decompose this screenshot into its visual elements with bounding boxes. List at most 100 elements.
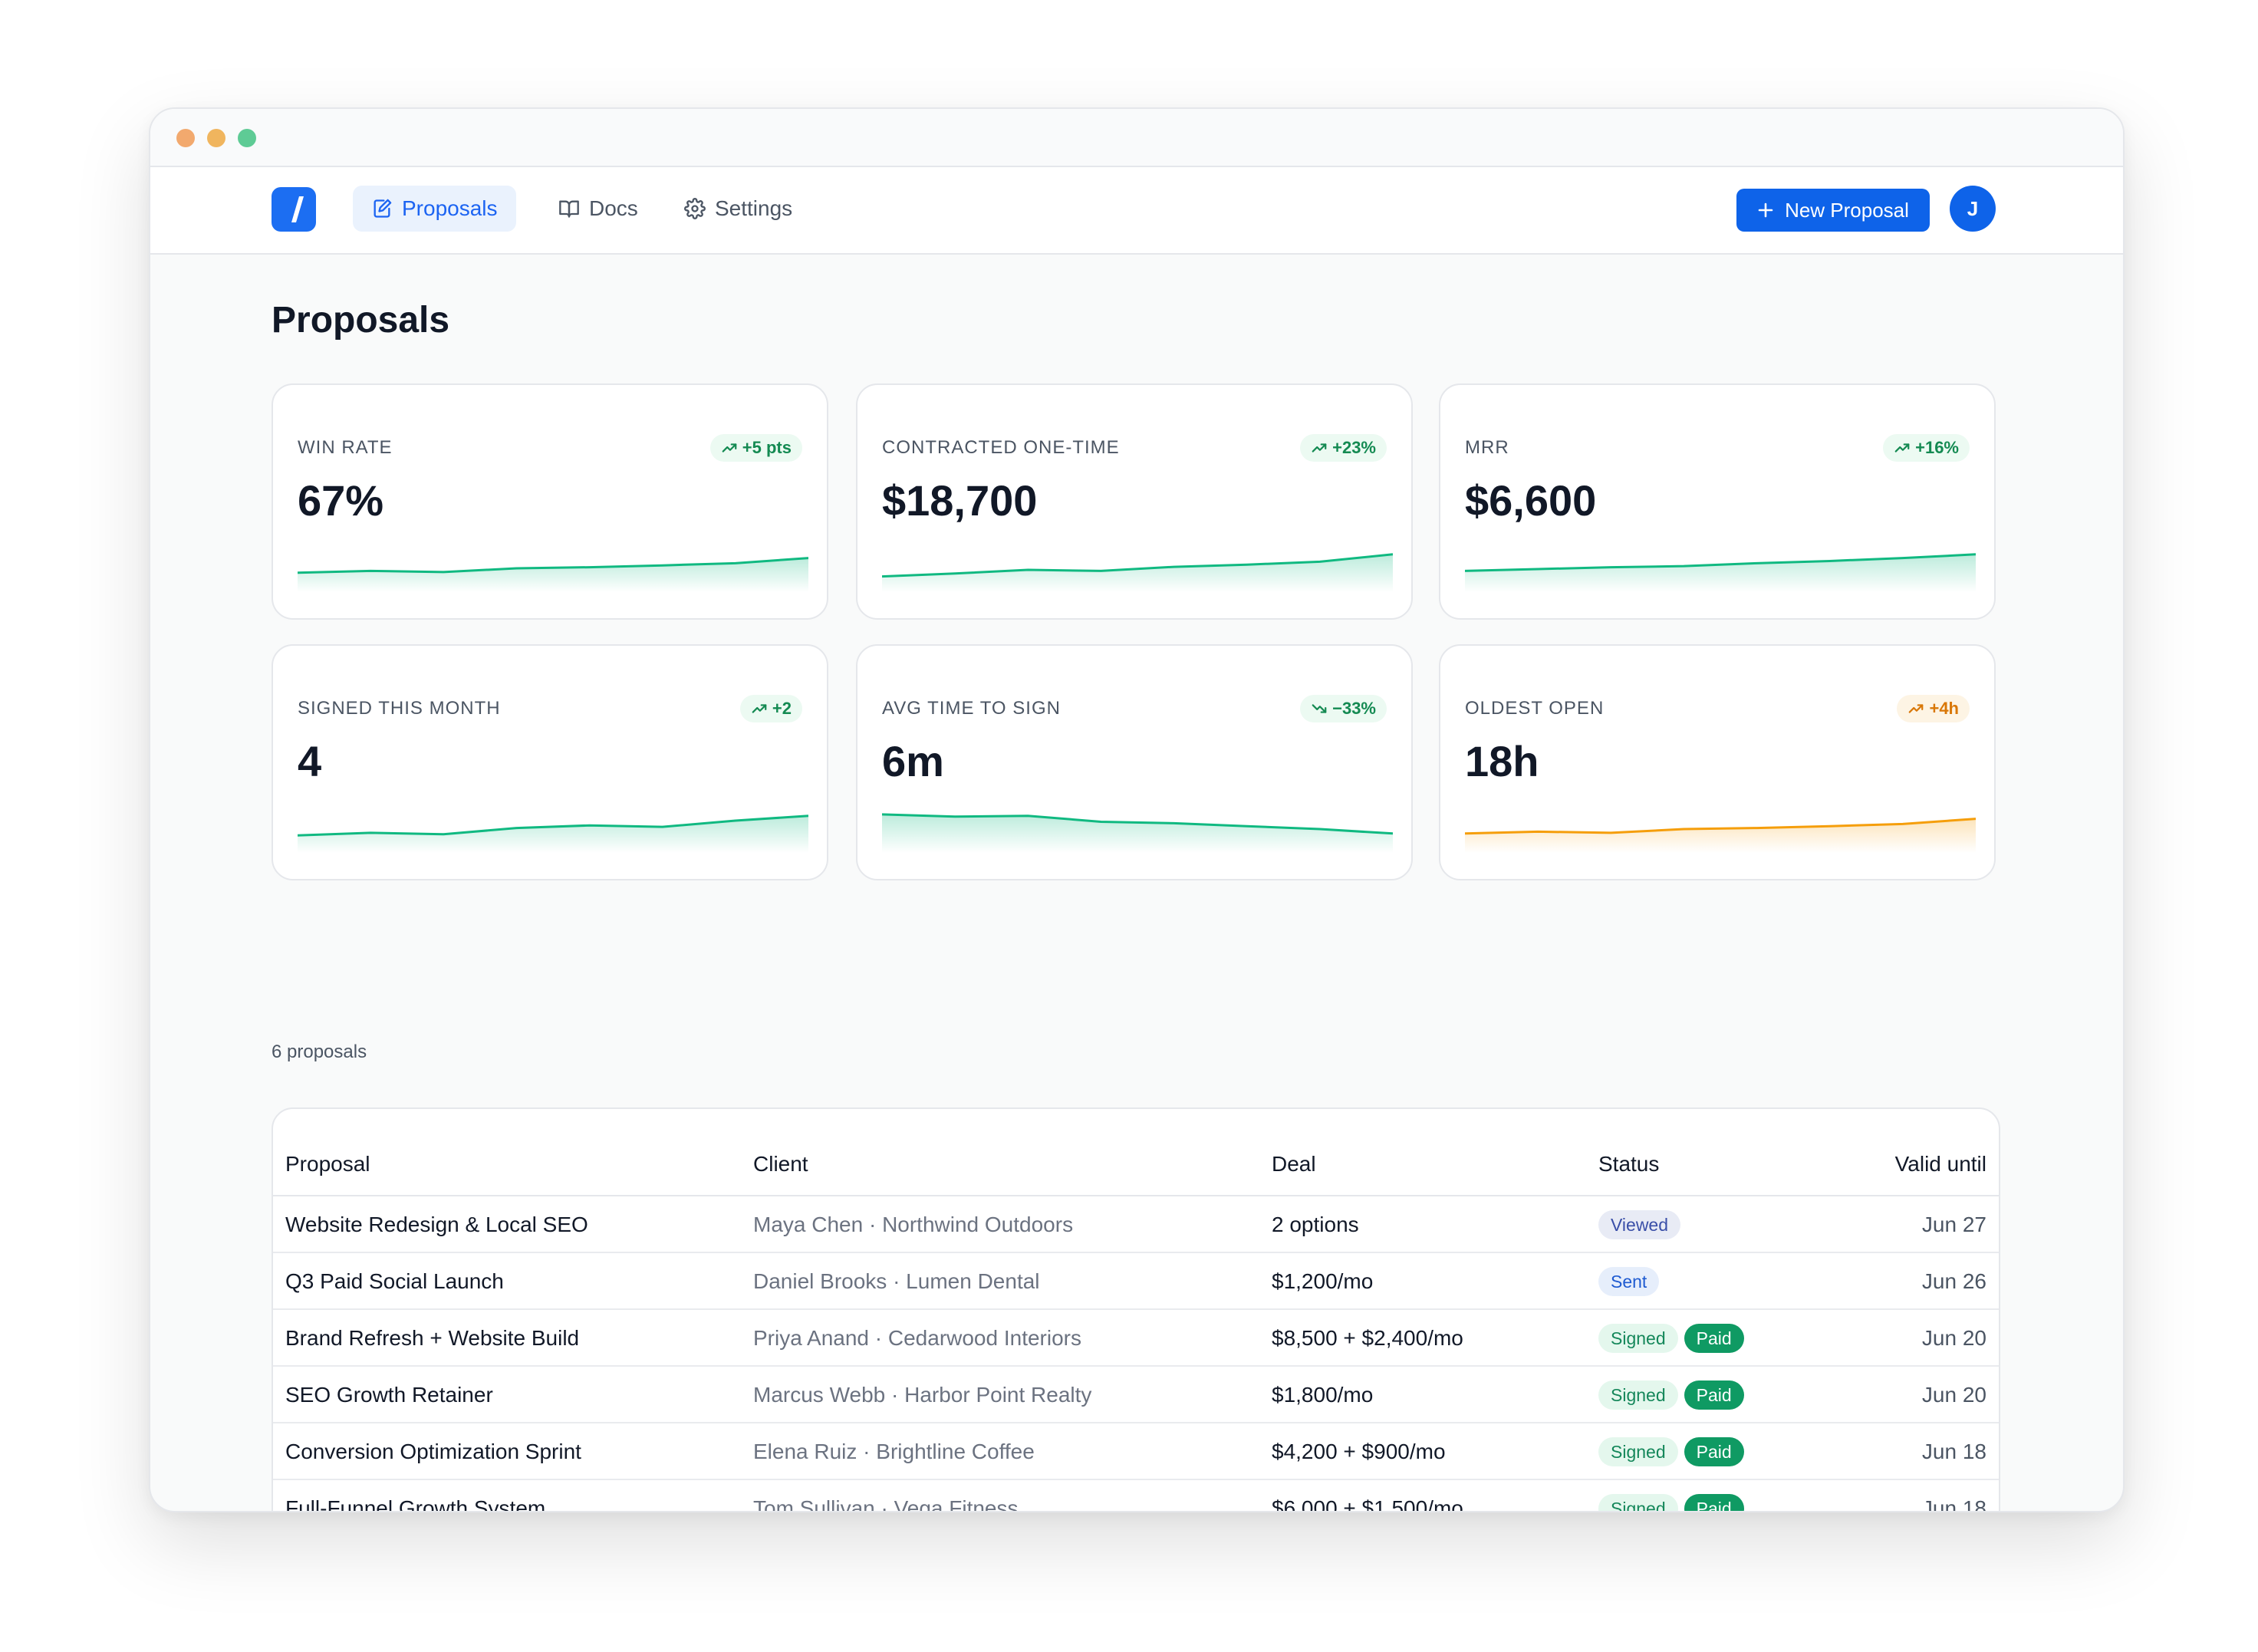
- deal-value: $8,500 + $2,400/mo: [1272, 1326, 1463, 1350]
- deal-value: $4,200 + $900/mo: [1272, 1440, 1446, 1463]
- metric-delta-badge: +16%: [1883, 434, 1970, 462]
- metric-label: AVG TIME TO SIGN: [882, 698, 1061, 719]
- row-divider: [273, 1365, 1999, 1367]
- metric-card-avg-time-to-sign: AVG TIME TO SIGN −33% 6m: [856, 644, 1413, 880]
- metric-card-win-rate: WIN RATE +5 pts 67%: [272, 383, 828, 620]
- metric-delta-text: −33%: [1332, 699, 1376, 718]
- metric-delta-badge: +4h: [1897, 695, 1970, 722]
- deal-value: $1,800/mo: [1272, 1383, 1374, 1407]
- trend-up-icon: [1909, 704, 1924, 713]
- metric-value: 18h: [1465, 737, 1539, 785]
- status-badge-signed: Signed: [1598, 1381, 1678, 1410]
- close-window-dot[interactable]: [176, 129, 195, 147]
- sparkline-area: [1465, 818, 1976, 853]
- client-name: Priya Anand · Cedarwood Interiors: [753, 1326, 1081, 1350]
- proposal-count: 6 proposals: [272, 1042, 367, 1062]
- metric-delta-text: +16%: [1915, 438, 1959, 457]
- row-divider: [273, 1252, 1999, 1253]
- metric-card-oldest-open: OLDEST OPEN +4h 18h: [1439, 644, 1996, 880]
- trend-up-icon: [1312, 443, 1327, 452]
- metric-label: WIN RATE: [298, 437, 393, 458]
- proposals-table: Proposal Client Deal Status Valid until …: [272, 1107, 2000, 1512]
- status-badge-paid: Paid: [1684, 1494, 1744, 1511]
- status-badge-sent: Sent: [1598, 1267, 1660, 1296]
- status-badge-signed: Signed: [1598, 1324, 1678, 1353]
- column-header-status[interactable]: Status: [1598, 1152, 1660, 1176]
- plus-icon: [1758, 202, 1773, 218]
- column-header-client[interactable]: Client: [753, 1152, 808, 1176]
- status-badges: Viewed: [1598, 1196, 1687, 1253]
- new-proposal-button[interactable]: New Proposal: [1736, 189, 1930, 232]
- valid-until-date: Jun 20: [1921, 1326, 1986, 1350]
- minimize-window-dot[interactable]: [207, 129, 225, 147]
- table-row[interactable]: Q3 Paid Social Launch Daniel Brooks · Lum…: [273, 1253, 1999, 1310]
- sparkline-line: [1465, 818, 1976, 835]
- nav-item-docs[interactable]: Docs: [540, 186, 657, 232]
- edit-document-icon: [374, 199, 392, 218]
- gear-icon: [684, 198, 706, 219]
- metric-value: 6m: [882, 737, 944, 785]
- proposal-title: Website Redesign & Local SEO: [285, 1213, 588, 1236]
- row-divider: [273, 1308, 1999, 1310]
- nav-item-label: Proposals: [402, 196, 498, 220]
- metric-sparkline: [882, 813, 1393, 853]
- valid-until-date: Jun 18: [1921, 1440, 1986, 1463]
- sparkline-line: [298, 557, 808, 574]
- metric-sparkline: [1465, 818, 1976, 853]
- status-badges: Signed Paid: [1598, 1480, 1750, 1511]
- metric-card-mrr: MRR +16% $6,600: [1439, 383, 1996, 620]
- sparkline-area: [882, 814, 1393, 853]
- table-row[interactable]: Website Redesign & Local SEO Maya Chen · …: [273, 1196, 1999, 1253]
- row-divider: [273, 1422, 1999, 1423]
- metric-delta-badge: +23%: [1300, 434, 1387, 462]
- metric-label: OLDEST OPEN: [1465, 698, 1605, 719]
- metric-delta-badge: −33%: [1300, 695, 1387, 722]
- table-row[interactable]: Conversion Optimization Sprint Elena Ruiz…: [273, 1423, 1999, 1480]
- valid-until-date: Jun 18: [1921, 1496, 1986, 1512]
- status-badges: Signed Paid: [1598, 1310, 1750, 1367]
- metric-value: 4: [298, 737, 322, 785]
- metric-card-contracted-one-time: CONTRACTED ONE-TIME +23% $18,700: [856, 383, 1413, 620]
- metric-sparkline: [298, 814, 808, 853]
- trend-down-icon: [1312, 704, 1327, 713]
- metric-label: SIGNED THIS MONTH: [298, 698, 501, 719]
- deal-value: 2 options: [1272, 1213, 1359, 1236]
- metric-delta-badge: +5 pts: [709, 434, 802, 462]
- metric-sparkline: [882, 553, 1393, 592]
- metric-sparkline: [298, 557, 808, 592]
- user-avatar[interactable]: J: [1950, 186, 1996, 232]
- nav-item-proposals[interactable]: Proposals: [353, 186, 516, 232]
- top-navbar: Proposals Docs Settings New Proposal J: [150, 167, 2123, 255]
- table-row[interactable]: Full-Funnel Growth System Tom Sullivan · …: [273, 1480, 1999, 1512]
- window-titlebar: [150, 109, 2123, 167]
- valid-until-date: Jun 20: [1921, 1383, 1986, 1407]
- slash-logo-icon[interactable]: [272, 187, 316, 232]
- metric-delta-text: +2: [772, 699, 792, 718]
- proposal-title: Conversion Optimization Sprint: [285, 1440, 581, 1463]
- column-header-deal[interactable]: Deal: [1272, 1152, 1316, 1176]
- deal-value: $1,200/mo: [1272, 1269, 1374, 1293]
- row-divider: [273, 1479, 1999, 1480]
- valid-until-date: Jun 26: [1921, 1269, 1986, 1293]
- status-badge-signed: Signed: [1598, 1494, 1678, 1511]
- page-title: Proposals: [272, 300, 450, 341]
- app-window: Proposals Docs Settings New Proposal J: [149, 107, 2125, 1512]
- nav-item-settings[interactable]: Settings: [666, 186, 811, 232]
- status-badge-paid: Paid: [1684, 1381, 1744, 1410]
- table-row[interactable]: Brand Refresh + Website Build Priya Anand…: [273, 1310, 1999, 1367]
- proposal-title: Full-Funnel Growth System: [285, 1496, 546, 1512]
- metric-card-signed-this-month: SIGNED THIS MONTH +2 4: [272, 644, 828, 880]
- metric-delta-text: +23%: [1332, 438, 1376, 457]
- column-header-proposal[interactable]: Proposal: [285, 1152, 370, 1176]
- maximize-window-dot[interactable]: [238, 129, 256, 147]
- sparkline-area: [298, 558, 808, 592]
- client-name: Elena Ruiz · Brightline Coffee: [753, 1440, 1035, 1463]
- book-icon: [559, 200, 579, 218]
- table-row[interactable]: SEO Growth Retainer Marcus Webb · Harbor …: [273, 1367, 1999, 1423]
- client-name: Tom Sullivan · Vega Fitness: [753, 1496, 1019, 1512]
- sparkline-area: [298, 815, 808, 853]
- sparkline-area: [882, 554, 1393, 592]
- column-header-valid-until[interactable]: Valid until: [1894, 1152, 1986, 1176]
- metric-label: CONTRACTED ONE-TIME: [882, 437, 1120, 458]
- sparkline-area: [1465, 554, 1976, 592]
